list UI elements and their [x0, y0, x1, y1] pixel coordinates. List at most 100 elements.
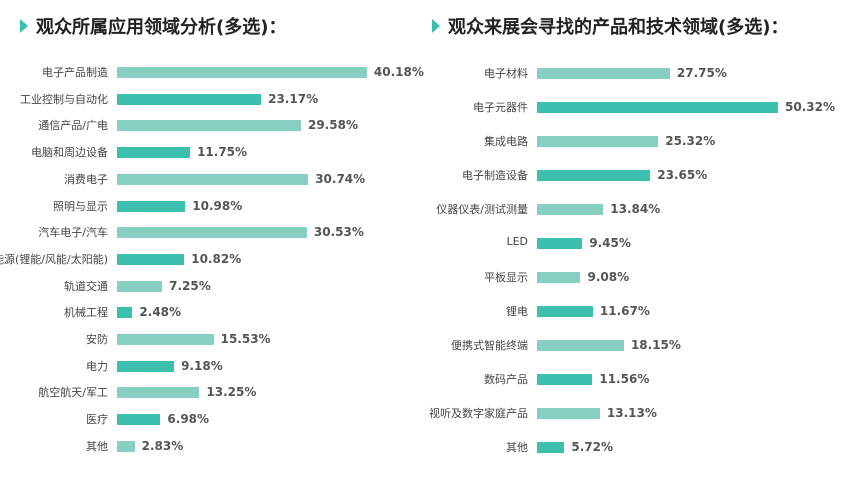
- bar: [117, 334, 214, 345]
- value-label: 6.98%: [167, 412, 210, 427]
- category-label: 电子制造设备: [462, 169, 528, 182]
- category-label: 照明与显示: [53, 199, 108, 213]
- triangle-icon: [432, 19, 440, 33]
- bar-row: 电子元器件 50.32%: [0, 100, 835, 114]
- value-label: 9.45%: [589, 236, 631, 250]
- category-label: 轨道交通: [64, 279, 108, 293]
- value-label: 27.75%: [676, 66, 727, 80]
- bar-row: LED 9.45%: [0, 235, 630, 250]
- bar: [537, 136, 659, 147]
- value-label: 9.18%: [181, 358, 223, 373]
- bar: [537, 408, 600, 419]
- bar: [117, 360, 175, 372]
- category-label: 数码产品: [484, 373, 528, 386]
- bar-row: 汽车电子/汽车 30.53%: [0, 225, 364, 240]
- bar: [117, 440, 135, 452]
- bar: [537, 170, 651, 181]
- bar: [117, 200, 186, 212]
- bar-row: 平板显示 9.08%: [0, 270, 629, 284]
- triangle-icon: [20, 19, 28, 33]
- category-label: 航空航天/军工: [38, 386, 108, 400]
- value-label: 15.53%: [220, 332, 271, 346]
- value-label: 11.75%: [197, 145, 248, 160]
- bar: [537, 272, 581, 283]
- value-label: 40.18%: [373, 65, 424, 79]
- value-label: 9.08%: [587, 270, 630, 284]
- category-label: 电子产品制造: [42, 66, 108, 79]
- category-label: 视听及数字家庭产品: [429, 407, 528, 420]
- value-label: 10.98%: [192, 198, 243, 213]
- bar: [537, 306, 593, 317]
- bar-row: 医疗 6.98%: [0, 412, 209, 427]
- category-label: 锂电: [506, 305, 528, 318]
- value-label: 25.32%: [665, 134, 716, 148]
- bar: [537, 374, 593, 385]
- bar: [117, 280, 163, 292]
- bar-row: 照明与显示 10.98%: [0, 199, 242, 213]
- bar: [117, 120, 301, 132]
- bar: [537, 238, 583, 249]
- category-label: 便携式智能终端: [451, 339, 528, 352]
- bar: [537, 102, 779, 113]
- category-label: 电脑和周边设备: [31, 146, 108, 160]
- value-label: 23.65%: [657, 168, 708, 182]
- bar-row: 电子制造设备 23.65%: [0, 168, 707, 182]
- bar-row: 视听及数字家庭产品 13.13%: [0, 406, 657, 420]
- bar: [117, 147, 191, 159]
- bar-row: 集成电路 25.32%: [0, 134, 715, 148]
- bar: [537, 442, 565, 453]
- bar: [117, 253, 185, 265]
- value-label: 2.48%: [139, 305, 182, 320]
- value-label: 11.56%: [599, 372, 650, 386]
- value-label: 30.53%: [313, 225, 364, 240]
- value-label: 2.83%: [141, 438, 184, 453]
- bar: [117, 307, 133, 319]
- bar-row: 电子材料 27.75%: [0, 66, 727, 80]
- bar-row: 电脑和周边设备 11.75%: [0, 145, 247, 160]
- value-label: 7.25%: [169, 278, 211, 293]
- bar-row: 机械工程 2.48%: [0, 305, 181, 320]
- bar: [117, 227, 307, 239]
- bar: [537, 340, 624, 351]
- bar: [117, 387, 200, 399]
- bar: [537, 68, 670, 79]
- category-label: 通信产品/广电: [38, 119, 108, 133]
- value-label: 11.67%: [599, 304, 650, 318]
- category-label: 工业控制与自动化: [20, 92, 108, 106]
- category-label: 安防: [86, 333, 108, 346]
- value-label: 23.17%: [268, 91, 319, 106]
- value-label: 30.74%: [315, 171, 366, 186]
- bar-row: 工业控制与自动化 23.17%: [0, 92, 318, 106]
- category-label: 平板显示: [484, 271, 528, 284]
- bar-row: 消费电子 30.74%: [0, 172, 365, 186]
- bar-row: 仪器仪表/测试测量 13.84%: [0, 202, 660, 216]
- bar-row: 安防 15.53%: [0, 332, 271, 346]
- category-label: 机械工程: [64, 306, 108, 320]
- bar: [117, 93, 262, 105]
- value-label: 13.84%: [610, 202, 661, 216]
- value-label: 29.58%: [307, 118, 358, 133]
- value-label: 13.25%: [206, 385, 257, 400]
- value-label: 18.15%: [630, 338, 681, 352]
- bar-row: 电子产品制造 40.18%: [0, 65, 424, 79]
- bar: [117, 67, 367, 78]
- bar-row: 通信产品/广电 29.58%: [0, 118, 358, 133]
- bar: [117, 173, 309, 185]
- value-label: 5.72%: [571, 440, 614, 454]
- bar-row: 其他 5.72%: [0, 440, 613, 454]
- category-label: 仪器仪表/测试测量: [436, 203, 528, 216]
- bar-row: 轨道交通 7.25%: [0, 279, 211, 293]
- bar-row: 新能源(锂能/风能/太阳能) 10.82%: [0, 252, 241, 266]
- category-label: 集成电路: [484, 135, 528, 148]
- bar-row: 数码产品 11.56%: [0, 372, 649, 386]
- category-label: 医疗: [86, 413, 108, 427]
- category-label: 汽车电子/汽车: [38, 226, 108, 240]
- bar-row: 便携式智能终端 18.15%: [0, 338, 681, 352]
- category-label: 其他: [86, 439, 108, 453]
- bar-row: 其他 2.83%: [0, 439, 183, 453]
- category-label: 电力: [86, 359, 108, 373]
- category-label: 其他: [506, 441, 528, 454]
- category-label: LED: [506, 235, 528, 248]
- bar-row: 航空航天/军工 13.25%: [0, 385, 256, 400]
- value-label: 13.13%: [606, 406, 657, 420]
